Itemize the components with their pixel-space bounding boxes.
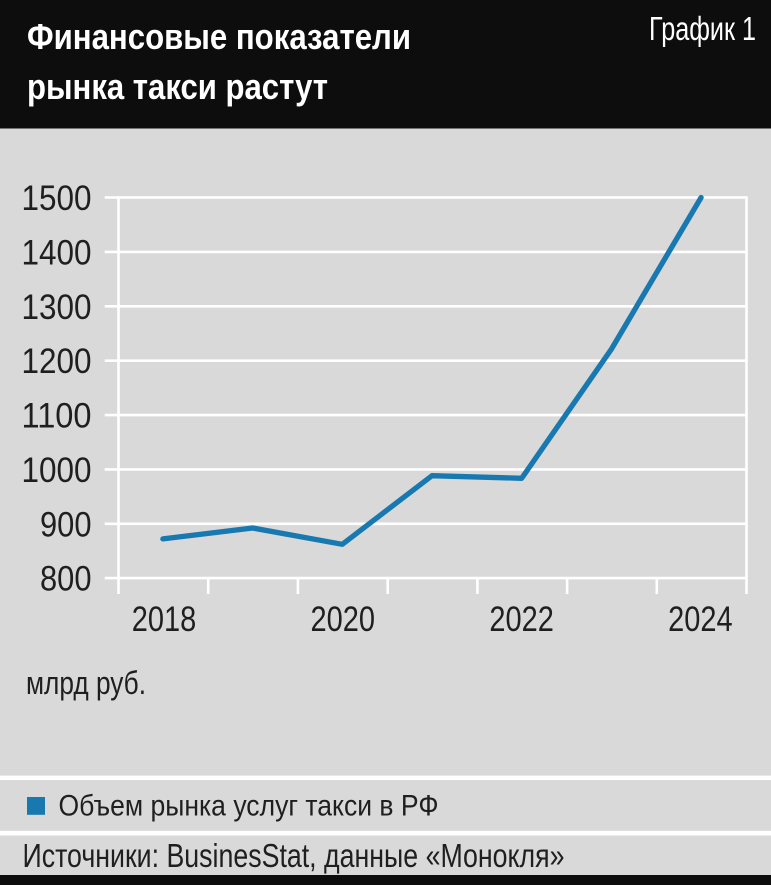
svg-text:900: 900 xyxy=(40,505,92,544)
svg-text:1300: 1300 xyxy=(22,288,92,327)
svg-text:1400: 1400 xyxy=(22,233,92,272)
svg-text:млрд руб.: млрд руб. xyxy=(26,665,146,701)
svg-text:2020: 2020 xyxy=(311,600,376,639)
svg-text:2018: 2018 xyxy=(132,600,197,639)
svg-text:1000: 1000 xyxy=(22,451,92,490)
svg-text:2022: 2022 xyxy=(489,600,554,639)
svg-text:1500: 1500 xyxy=(22,179,92,218)
svg-text:График 1: График 1 xyxy=(649,10,756,47)
svg-text:Финансовые показатели: Финансовые показатели xyxy=(27,16,411,57)
svg-text:1100: 1100 xyxy=(22,397,92,436)
svg-text:1200: 1200 xyxy=(22,342,92,381)
svg-text:Источники: BusinesStat, данные: Источники: BusinesStat, данные «Монокля» xyxy=(23,838,565,875)
svg-text:Объем рынка услуг такси в РФ: Объем рынка услуг такси в РФ xyxy=(59,789,439,822)
svg-text:800: 800 xyxy=(40,560,92,599)
svg-text:2024: 2024 xyxy=(668,600,733,639)
svg-text:рынка такси растут: рынка такси растут xyxy=(27,66,328,107)
